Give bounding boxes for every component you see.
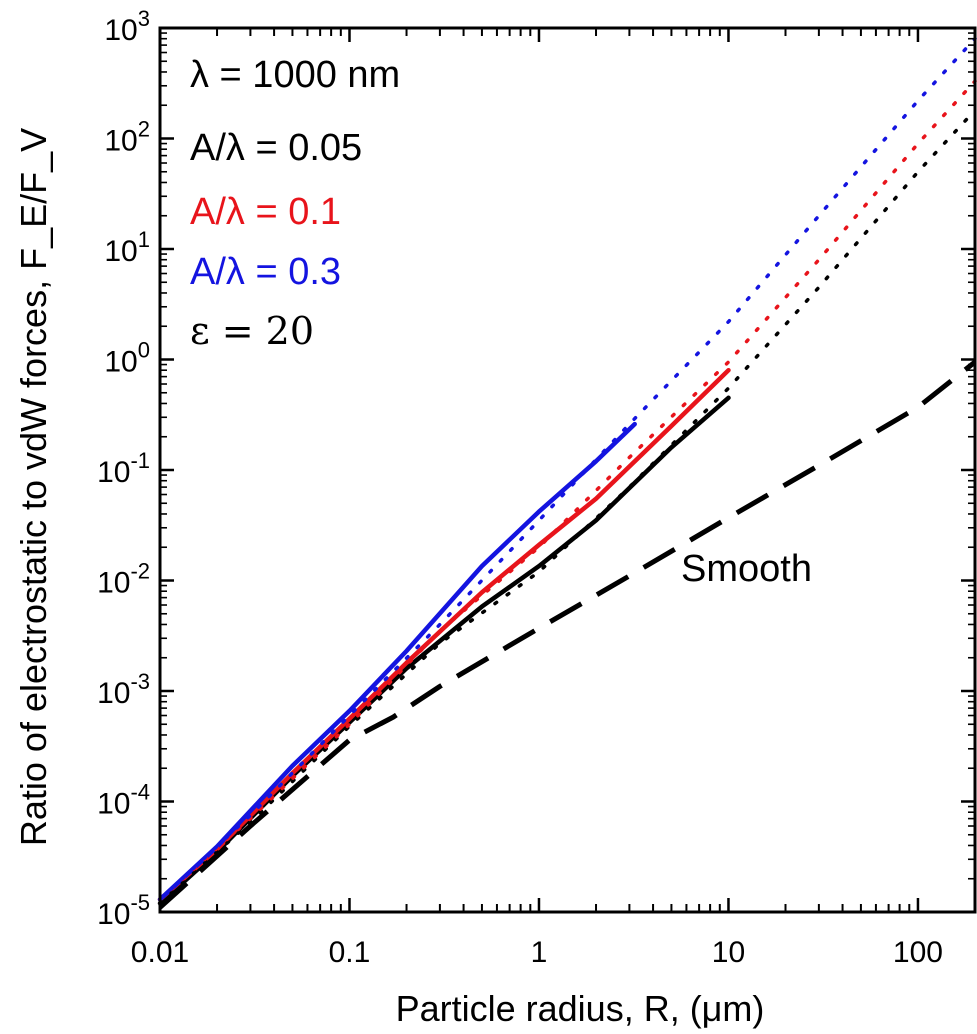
y-tick-label: 100 (104, 338, 150, 379)
annotation-epsilon: ε = 20 (190, 309, 314, 353)
x-tick-label: 1 (531, 936, 548, 969)
y-tick-label: 10-4 (97, 780, 150, 821)
y-tick-label: 103 (104, 6, 150, 47)
x-tick-label: 0.1 (329, 936, 371, 969)
series-line-dashed-6 (158, 360, 977, 910)
series-line-solid-2 (157, 421, 637, 902)
annotation-a-lambda-0.05: A/λ = 0.05 (190, 127, 362, 169)
x-tick-label: 0.01 (131, 936, 189, 969)
x-axis-title: Particle radius, R, (μm) (396, 988, 765, 1029)
series-layer (157, 36, 977, 910)
x-tick-label: 10 (712, 936, 745, 969)
smooth-label: Smooth (681, 548, 812, 590)
y-axis-title: Ratio of electrostatic to vdW forces, F_… (13, 128, 54, 846)
tick-labels: 0.01 0.1 1 10 100 10-5 10-4 10-3 10-2 10-1 100 101 1… (97, 6, 943, 969)
y-tick-label: 102 (104, 117, 150, 158)
y-tick-label: 10-5 (97, 890, 150, 931)
axis-ticks (158, 26, 976, 914)
y-tick-label: 101 (104, 227, 150, 268)
y-tick-label: 10-3 (97, 669, 150, 710)
x-tick-label: 100 (893, 936, 943, 969)
annotation-a-lambda-0.3: A/λ = 0.3 (190, 251, 341, 293)
annotation-a-lambda-0.1: A/λ = 0.1 (190, 191, 341, 233)
series-line-dotted-5 (158, 36, 977, 902)
annotation-wavelength: λ = 1000 nm (190, 54, 400, 96)
y-tick-label: 10-2 (97, 559, 150, 600)
y-tick-label: 10-1 (97, 448, 150, 489)
